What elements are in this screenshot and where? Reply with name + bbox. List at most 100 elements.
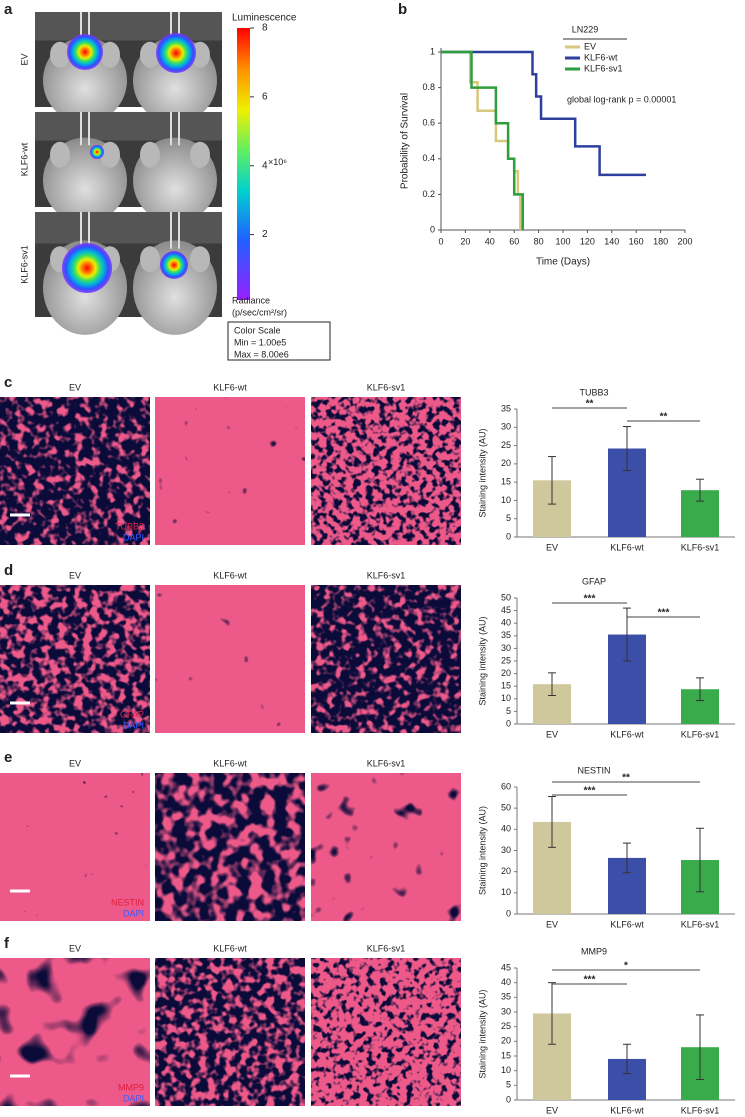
x-tick-label: 180 [653, 236, 668, 246]
stain-texture [0, 585, 150, 733]
x-tick-label: KLF6-wt [610, 729, 644, 739]
row-label: KLF6-wt [19, 142, 29, 176]
y-tick-label: 10 [501, 1065, 511, 1075]
stain-texture [155, 397, 305, 545]
mouse-ear [100, 141, 120, 168]
y-axis-label: Staining intensity (AU) [477, 616, 487, 705]
stain-label: DAPI [123, 532, 144, 542]
stain-label: GFAP [120, 709, 144, 719]
significance-label: *** [584, 786, 596, 797]
chart-title: GFAP [582, 576, 606, 586]
y-tick-label: 0 [506, 531, 511, 541]
x-tick-label: 60 [509, 236, 519, 246]
x-tick-label: KLF6-sv1 [681, 729, 720, 739]
x-tick-label: KLF6-sv1 [681, 919, 720, 929]
panel-label: a [4, 1, 13, 18]
panel-label: e [4, 749, 12, 766]
luminescence-signal [160, 251, 188, 279]
y-tick-label: 25 [501, 1021, 511, 1031]
y-tick-label: 20 [501, 458, 511, 468]
y-tick-label: 0.4 [422, 153, 435, 163]
significance-label: ** [622, 773, 630, 784]
chart-title: TUBB3 [579, 387, 608, 397]
annotation: global log-rank p = 0.00001 [567, 94, 676, 104]
y-tick-label: 0.2 [422, 189, 435, 199]
stain-label: NESTIN [111, 897, 144, 907]
legend-label: KLF6-sv1 [584, 63, 623, 73]
y-tick-label: 5 [506, 1080, 511, 1090]
y-tick-label: 10 [501, 693, 511, 703]
x-tick-label: 100 [555, 236, 570, 246]
legend-label: EV [584, 41, 596, 51]
y-tick-label: 45 [501, 962, 511, 972]
image-column-label: EV [69, 570, 81, 580]
mouse-ear [140, 41, 160, 68]
image-column-label: EV [69, 943, 81, 953]
significance-label: *** [584, 975, 596, 986]
y-tick-label: 30 [501, 422, 511, 432]
mouse-ear [50, 141, 70, 168]
x-tick-label: EV [546, 729, 558, 739]
y-axis-label: Staining intensity (AU) [477, 989, 487, 1078]
stain-label: MMP9 [118, 1082, 144, 1092]
mouse-ear [190, 246, 210, 273]
y-tick-label: 15 [501, 681, 511, 691]
y-tick-label: 0 [506, 1094, 511, 1104]
significance-label: * [624, 961, 628, 972]
image-column-label: KLF6-sv1 [367, 758, 406, 768]
panel-label: b [398, 1, 407, 18]
stain-texture [0, 958, 150, 1106]
colorbar-multiplier: ×10⁶ [268, 157, 287, 167]
y-tick-label: 35 [501, 403, 511, 413]
image-column-label: EV [69, 382, 81, 392]
image-column-label: KLF6-wt [213, 943, 247, 953]
image-column-label: KLF6-sv1 [367, 943, 406, 953]
survival-curve [441, 50, 524, 230]
y-tick-label: 0 [430, 224, 435, 234]
x-tick-label: 20 [460, 236, 470, 246]
panel-label: c [4, 374, 12, 391]
significance-label: ** [660, 412, 668, 423]
colorbar-tick-label: 2 [262, 229, 268, 240]
cage-wall [35, 212, 222, 244]
image-column-label: KLF6-sv1 [367, 570, 406, 580]
color-scale-box [227, 321, 331, 361]
luminescence-signal [67, 34, 103, 70]
x-tick-label: KLF6-sv1 [681, 1105, 720, 1115]
colorbar-tick-label: 4 [262, 160, 268, 171]
colorbar-unit-title: Radiance [232, 295, 270, 305]
x-tick-label: 80 [534, 236, 544, 246]
y-tick-label: 5 [506, 706, 511, 716]
panel-label: d [4, 562, 13, 579]
x-tick-label: EV [546, 542, 558, 552]
stain-texture [311, 958, 461, 1106]
legend-label: KLF6-wt [584, 52, 618, 62]
image-column-label: EV [69, 758, 81, 768]
y-tick-label: 50 [501, 803, 511, 813]
y-tick-label: 30 [501, 1006, 511, 1016]
y-tick-label: 15 [501, 477, 511, 487]
chart-title: MMP9 [581, 946, 607, 956]
y-tick-label: 20 [501, 668, 511, 678]
significance-label: *** [584, 594, 596, 605]
colorbar-unit: (p/sec/cm²/sr) [232, 307, 287, 317]
color-scale-text: Color Scale [234, 325, 281, 335]
x-tick-label: 40 [485, 236, 495, 246]
y-tick-label: 30 [501, 643, 511, 653]
stain-texture [311, 397, 461, 545]
y-tick-label: 25 [501, 440, 511, 450]
luminescence-signal [90, 145, 104, 159]
colorbar-title: Luminescence [232, 13, 297, 24]
y-tick-label: 20 [501, 1036, 511, 1046]
y-tick-label: 40 [501, 977, 511, 987]
y-axis-label: Staining intensity (AU) [477, 428, 487, 517]
cage-wall [35, 12, 222, 41]
y-tick-label: 30 [501, 845, 511, 855]
y-tick-label: 35 [501, 630, 511, 640]
row-label: EV [19, 53, 29, 65]
stain-texture [155, 958, 305, 1106]
luminescence-signal [62, 243, 112, 293]
mouse-ear [190, 141, 210, 168]
x-tick-label: 140 [604, 236, 619, 246]
stain-texture [155, 773, 305, 921]
